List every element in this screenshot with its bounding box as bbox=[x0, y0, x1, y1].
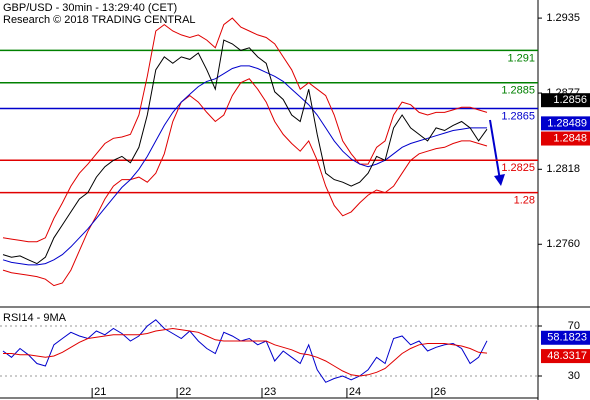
y-tick-label: 1.2818 bbox=[546, 163, 580, 175]
level-label: 1.28 bbox=[514, 194, 535, 206]
x-tick-label: 24 bbox=[349, 386, 361, 398]
y-tick-label: 1.2935 bbox=[546, 12, 580, 24]
level-label: 1.291 bbox=[507, 52, 535, 64]
arrow-head bbox=[494, 174, 505, 186]
value-tag bbox=[541, 330, 590, 345]
y-tick-label: 30 bbox=[568, 370, 580, 382]
series-line bbox=[2, 78, 488, 287]
series-line bbox=[2, 39, 488, 265]
series-line bbox=[2, 17, 488, 243]
y-tick-label: 70 bbox=[568, 320, 580, 332]
x-tick-label: 21 bbox=[94, 386, 106, 398]
price-tag-label: 1.28489 bbox=[547, 117, 587, 129]
series-line bbox=[3, 327, 488, 377]
price-tag bbox=[541, 116, 590, 131]
chart-title: GBP/USD - 30min - 13:29:40 (CET) bbox=[3, 2, 177, 14]
price-tag bbox=[541, 93, 590, 108]
series-line bbox=[2, 65, 487, 266]
value-tag bbox=[541, 349, 590, 364]
arrow bbox=[489, 119, 501, 181]
value-tag-label: 58.1823 bbox=[547, 332, 587, 344]
y-tick-label: 1.2760 bbox=[546, 238, 580, 250]
x-tick-label: 22 bbox=[179, 386, 191, 398]
level-label: 1.2825 bbox=[501, 162, 535, 174]
panel-title: RSI14 - 9MA bbox=[3, 312, 67, 324]
price-tag bbox=[541, 131, 590, 146]
x-tick-label: 26 bbox=[434, 386, 446, 398]
value-tag-label: 48.3317 bbox=[547, 350, 587, 362]
level-label: 1.2885 bbox=[501, 85, 535, 97]
chart-subtitle: Research © 2018 TRADING CENTRAL bbox=[3, 14, 196, 26]
price-tag-label: 1.2848 bbox=[553, 132, 587, 144]
series-line bbox=[2, 319, 488, 383]
level-label: 1.2865 bbox=[501, 110, 535, 122]
price-tag-label: 1.2856 bbox=[553, 94, 587, 106]
x-tick-label: 23 bbox=[264, 386, 276, 398]
